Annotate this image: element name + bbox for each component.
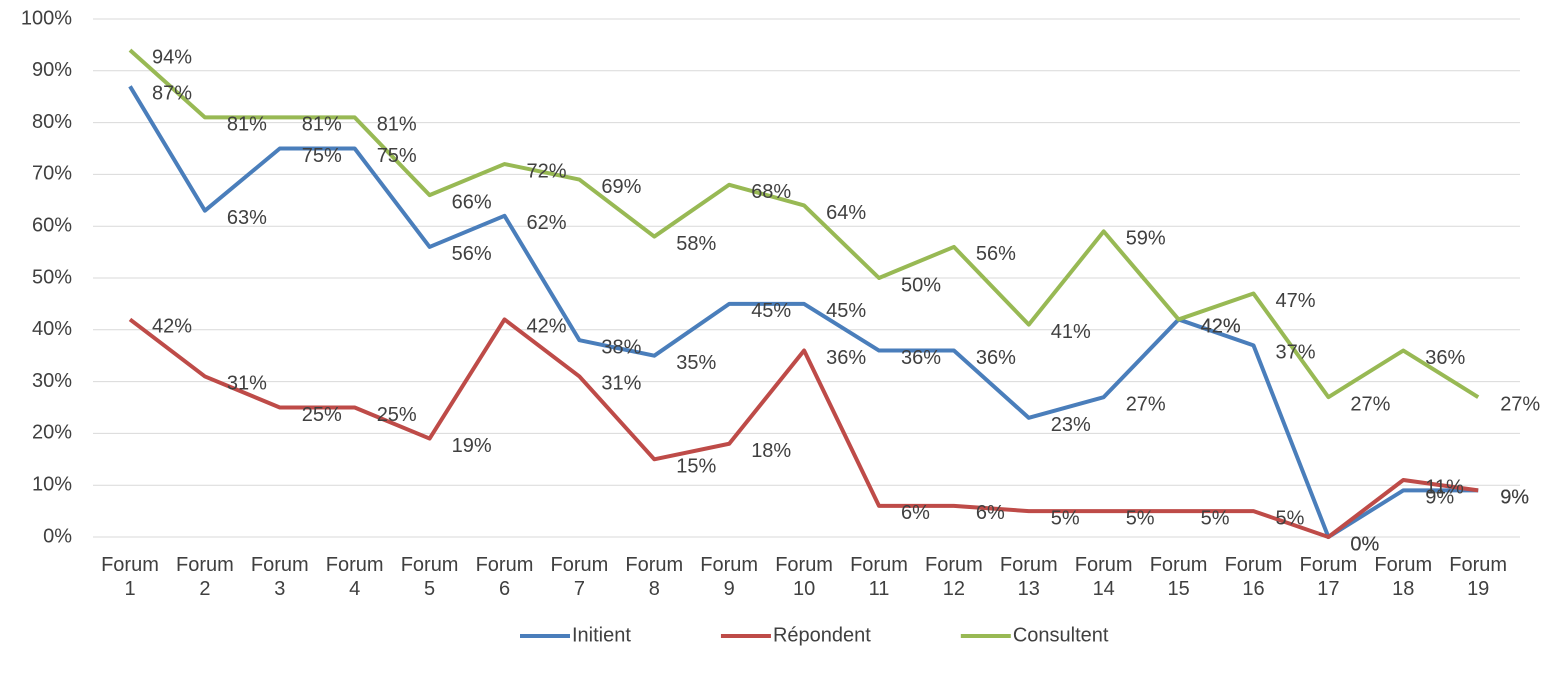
data-label: 72% (527, 160, 567, 182)
data-label: 15% (676, 456, 716, 478)
x-tick-label: Forum 10 (775, 554, 833, 600)
data-label: 94% (152, 46, 192, 68)
data-label: 64% (826, 202, 866, 224)
data-label: 25% (377, 404, 417, 426)
data-label: 63% (227, 207, 267, 229)
data-label: 5% (1126, 507, 1155, 529)
data-label: 42% (1201, 316, 1241, 338)
data-label: 47% (1276, 290, 1316, 312)
data-label: 56% (976, 243, 1016, 265)
data-label: 27% (1126, 393, 1166, 415)
x-tick-label: Forum 5 (400, 554, 459, 600)
x-tick-label: Forum 4 (325, 554, 384, 600)
data-label: 45% (826, 300, 866, 322)
data-label: 38% (601, 336, 641, 358)
data-label: 9% (1425, 487, 1454, 509)
data-label: 5% (1276, 507, 1305, 529)
y-tick-label: 60% (32, 214, 72, 236)
data-label: 0% (1350, 533, 1379, 555)
data-label: 25% (302, 404, 342, 426)
data-label: 35% (676, 352, 716, 374)
y-tick-label: 100% (21, 7, 72, 29)
y-tick-label: 10% (32, 473, 72, 495)
data-label: 62% (527, 212, 567, 234)
data-label: 75% (302, 145, 342, 167)
x-tick-label: Forum 8 (625, 554, 684, 600)
y-tick-label: 0% (43, 525, 72, 547)
x-tick-label: Forum 11 (850, 554, 908, 600)
data-label: 68% (751, 181, 791, 203)
data-label: 5% (1051, 507, 1080, 529)
data-label: 42% (1201, 316, 1241, 338)
data-label: 56% (452, 243, 492, 265)
series-line (128, 48, 1480, 400)
data-label: 36% (901, 347, 941, 369)
data-label: 58% (676, 233, 716, 255)
x-tick-label: Forum 19 (1449, 554, 1508, 600)
x-tick-label: Forum 12 (924, 554, 983, 600)
data-label: 9% (1500, 487, 1529, 509)
data-label: 45% (751, 300, 791, 322)
data-label: 75% (377, 145, 417, 167)
y-tick-label: 30% (32, 370, 72, 392)
legend-label: Répondent (773, 624, 871, 646)
data-label: 36% (826, 347, 866, 369)
data-label: 31% (601, 373, 641, 395)
data-label: 81% (302, 114, 342, 136)
x-tick-label: Forum 16 (1224, 554, 1283, 600)
data-label: 19% (452, 435, 492, 457)
x-tick-label: Forum 3 (250, 554, 309, 600)
data-label: 6% (976, 502, 1005, 524)
x-tick-label: Forum 13 (999, 554, 1058, 600)
x-tick-label: Forum 7 (550, 554, 609, 600)
data-label: 31% (227, 373, 267, 395)
y-tick-label: 90% (32, 59, 72, 81)
x-tick-label: Forum 17 (1299, 554, 1358, 600)
series-line (128, 85, 1479, 539)
x-tick-label: Forum 15 (1149, 554, 1208, 600)
y-tick-label: 80% (32, 111, 72, 133)
y-tick-label: 70% (32, 163, 72, 185)
data-label: 66% (452, 191, 492, 213)
data-label: 0% (1350, 533, 1379, 555)
data-label: 81% (227, 114, 267, 136)
y-tick-label: 40% (32, 318, 72, 340)
x-tick-label: Forum 6 (475, 554, 534, 600)
x-tick-label: Forum 14 (1074, 554, 1133, 600)
legend-label: Initient (572, 624, 631, 646)
data-label: 50% (901, 274, 941, 296)
x-tick-label: Forum 18 (1374, 554, 1433, 600)
x-tick-label: Forum 1 (101, 554, 159, 600)
data-label: 9% (1500, 487, 1529, 509)
data-label: 11% (1425, 476, 1464, 498)
data-label: 36% (1425, 347, 1465, 369)
data-label: 27% (1500, 393, 1540, 415)
legend-label: Consultent (1013, 624, 1109, 646)
data-label: 37% (1276, 342, 1316, 364)
data-label: 59% (1126, 228, 1166, 250)
data-label: 42% (152, 316, 192, 338)
x-tick-label: Forum 2 (175, 554, 234, 600)
data-label: 81% (377, 114, 417, 136)
data-label: 27% (1350, 393, 1390, 415)
data-label: 23% (1051, 414, 1091, 436)
data-label: 18% (751, 440, 791, 462)
data-label: 69% (601, 176, 641, 198)
y-tick-label: 20% (32, 422, 72, 444)
data-label: 5% (1201, 507, 1230, 529)
data-label: 41% (1051, 321, 1091, 343)
data-label: 42% (527, 316, 567, 338)
data-label: 6% (901, 502, 930, 524)
data-label: 36% (976, 347, 1016, 369)
x-tick-label: Forum 9 (700, 554, 759, 600)
y-tick-label: 50% (32, 266, 72, 288)
data-label: 87% (152, 83, 192, 105)
series-line (128, 317, 1479, 539)
